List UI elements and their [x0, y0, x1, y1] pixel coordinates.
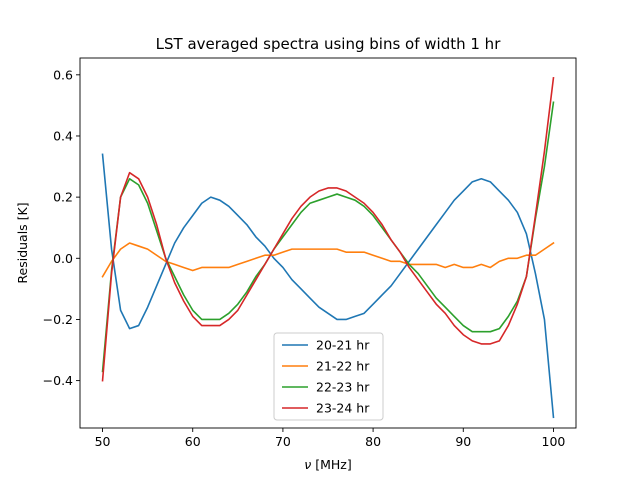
legend-label: 23-24 hr [316, 401, 370, 416]
y-tick-label: 0.4 [53, 128, 73, 143]
x-tick-label: 100 [542, 434, 566, 449]
x-axis-unit: [MHz] [311, 457, 351, 472]
y-tick-label: 0.6 [53, 67, 73, 82]
x-tick-label: 70 [275, 434, 291, 449]
y-tick-label: −0.2 [43, 312, 73, 327]
legend-label: 22-23 hr [316, 380, 370, 395]
legend-item: 20-21 hr [282, 338, 370, 353]
series-lines [101, 76, 555, 419]
chart-title: LST averaged spectra using bins of width… [156, 35, 502, 53]
series-line-3 [101, 101, 555, 373]
legend-item: 23-24 hr [282, 401, 370, 416]
y-tick-label: 0.0 [53, 251, 73, 266]
x-axis: 50 60 70 80 90 100 [95, 428, 566, 449]
y-axis-title: Residuals [K] [15, 202, 30, 283]
series-line-1 [101, 153, 555, 419]
legend-box [273, 332, 384, 421]
legend-label: 21-22 hr [316, 359, 370, 374]
legend-item: 21-22 hr [282, 359, 370, 374]
series-line-4 [101, 76, 555, 382]
legend-label: 20-21 hr [316, 338, 370, 353]
y-tick-label: 0.2 [53, 190, 73, 205]
series-line-2 [101, 241, 555, 278]
y-axis: −0.4 −0.2 0.0 0.2 0.4 0.6 [43, 67, 80, 388]
x-axis-title: ν [MHz] [304, 457, 351, 472]
legend-item: 22-23 hr [282, 380, 370, 395]
x-axis-symbol: ν [304, 457, 311, 472]
x-tick-label: 80 [365, 434, 381, 449]
x-tick-label: 60 [185, 434, 201, 449]
y-tick-label: −0.4 [43, 373, 73, 388]
x-tick-label: 90 [455, 434, 471, 449]
legend: 20-21 hr 21-22 hr 22-23 hr 23-24 hr [273, 332, 384, 421]
axes-frame [79, 57, 577, 429]
x-tick-label: 50 [95, 434, 111, 449]
